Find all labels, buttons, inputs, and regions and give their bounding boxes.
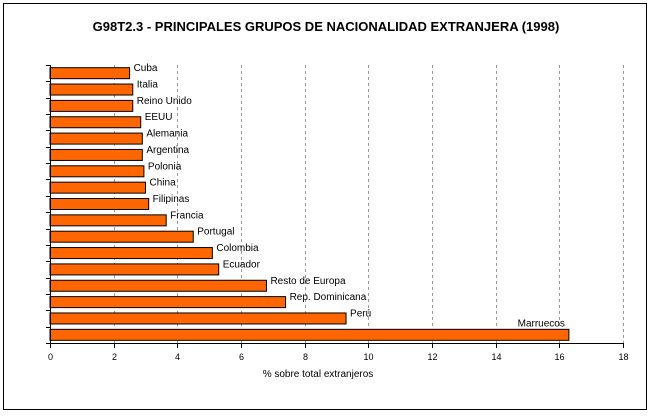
x-axis-label: % sobre total extranjeros [263, 369, 374, 380]
x-tick-label: 6 [239, 352, 244, 362]
bar-label: Alemania [146, 129, 188, 140]
bar [49, 230, 194, 243]
bar [49, 83, 134, 96]
bar [49, 148, 143, 161]
bar [49, 165, 145, 178]
bar [49, 263, 220, 276]
x-tick-label: 2 [112, 352, 117, 362]
x-tick-label: 12 [427, 352, 437, 362]
axes-group: 0 2 4 6 8 10 12 14 16 18 [46, 65, 629, 362]
x-tick-label: 8 [303, 352, 308, 362]
bar [49, 198, 150, 210]
bar-label: EEUU [145, 112, 173, 123]
bar [49, 116, 142, 129]
x-tick-label: 14 [491, 352, 501, 362]
bar-label: Ecuador [223, 259, 261, 270]
bar [49, 247, 213, 260]
bar-label: Francia [170, 210, 204, 221]
chart-title: G98T2.3 - PRINCIPALES GRUPOS DE NACIONAL… [92, 19, 560, 34]
bar-label: Filipinas [153, 194, 190, 205]
x-tick-label: 0 [48, 352, 53, 362]
bar-label: Portugal [197, 227, 234, 238]
bar-label: Resto de Europa [270, 276, 345, 287]
bar [49, 279, 267, 292]
x-tick-label: 10 [363, 352, 373, 362]
bar [49, 214, 167, 227]
bar [49, 99, 134, 112]
bar-label: Italia [137, 80, 159, 91]
bar-label: Polonia [148, 161, 182, 172]
x-tick-label: 4 [175, 352, 180, 362]
bar-label: Marruecos [518, 318, 565, 329]
bar-label: Perú [350, 308, 371, 319]
bar [49, 312, 347, 325]
bar-label: Colombia [216, 243, 259, 254]
bar-label: Rep. Dominicana [290, 292, 367, 303]
bar-label: Argentina [146, 145, 189, 156]
x-tick-label: 18 [618, 352, 628, 362]
bar [49, 181, 146, 194]
bar-labels-group: Cuba Italia Reino Unido EEUU Alemania Argenti… [134, 63, 565, 329]
bar [49, 67, 131, 80]
x-tick-label: 16 [554, 352, 564, 362]
bar-label: China [150, 178, 177, 189]
bar [49, 132, 143, 145]
bar-label: Reino Unido [137, 96, 192, 107]
bar [49, 328, 570, 341]
bar [49, 296, 287, 309]
bar-label: Cuba [134, 63, 158, 74]
